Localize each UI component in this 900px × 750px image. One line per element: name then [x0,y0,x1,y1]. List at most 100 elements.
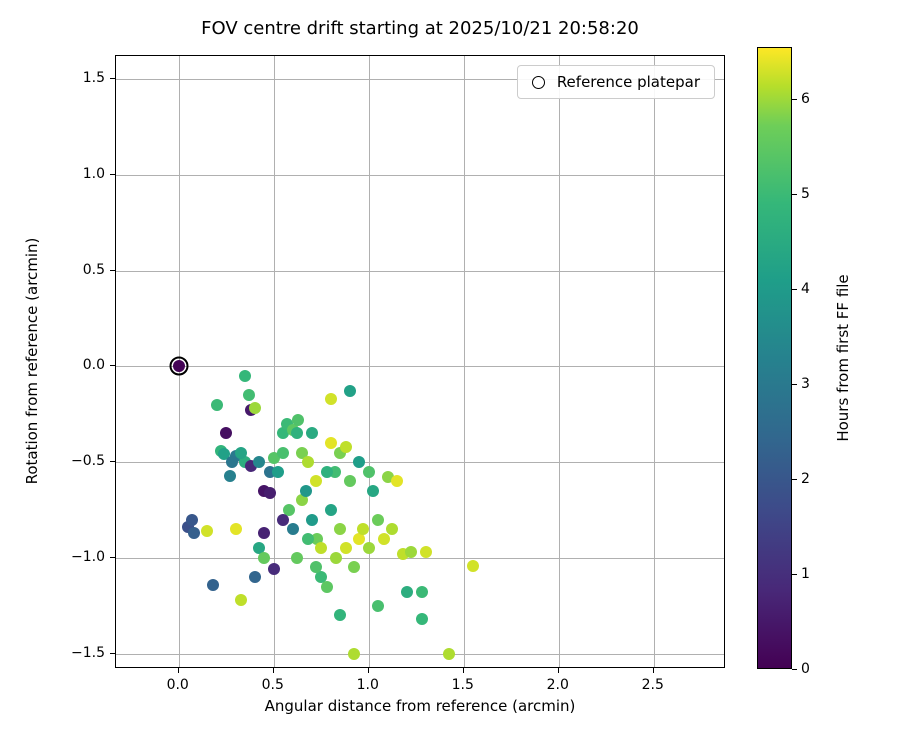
scatter-point [357,523,370,536]
scatter-point [267,563,280,576]
y-tickmark [110,556,115,558]
scatter-point [187,526,200,539]
scatter-point [235,446,248,459]
scatter-point [206,578,219,591]
scatter-point [362,542,375,555]
scatter-point [277,446,290,459]
scatter-point [311,532,324,545]
scatter-point [225,456,238,469]
y-tick-label: −0.5 [71,453,105,470]
scatter-point [315,542,328,555]
colorbar-tickmark [792,669,797,670]
legend: Reference platepar [516,65,715,99]
scatter-point [372,599,385,612]
scatter-point [339,440,352,453]
colorbar-tickmark [792,574,797,576]
scatter-point [400,586,413,599]
scatter-point [248,571,261,584]
gridline-vertical [463,56,465,667]
scatter-point [263,486,276,499]
scatter-point [296,446,309,459]
gridline-horizontal [116,653,724,655]
colorbar-tick-label: 3 [801,376,810,393]
x-tickmark [272,668,274,673]
x-tickmark [557,668,559,673]
colorbar-tickmark [792,194,797,196]
x-axis-label: Angular distance from reference (arcmin) [264,697,576,715]
y-tick-label: 0.0 [82,357,105,374]
scatter-point [419,546,432,559]
y-tickmark [110,652,115,654]
y-axis-label: Rotation from reference (arcmin) [23,237,41,485]
scatter-point [286,523,299,536]
gridline-horizontal [116,174,724,176]
colorbar-tick-label: 5 [801,186,810,203]
scatter-point [301,456,314,469]
scatter-point [252,456,265,469]
scatter-point [220,427,233,440]
colorbar-tick-label: 1 [801,566,810,583]
x-tickmark [177,668,179,673]
colorbar-tickmark [792,289,797,291]
x-tickmark [462,668,464,673]
scatter-point [305,427,318,440]
scatter-point [320,465,333,478]
scatter-point [377,532,390,545]
scatter-point [267,452,280,465]
x-tickmark [367,668,369,673]
scatter-point [309,561,322,574]
scatter-point [381,471,394,484]
reference-platepar-open-circle-icon [531,75,545,89]
x-tick-label: 2.0 [546,677,569,693]
colorbar-tick-label: 6 [801,91,810,108]
scatter-point [252,542,265,555]
scatter-point [330,551,343,564]
scatter-point [320,580,333,593]
scatter-point [248,402,261,415]
scatter-point [315,571,328,584]
scatter-point [334,609,347,622]
scatter-point [353,532,366,545]
scatter-point [415,586,428,599]
scatter-point [301,532,314,545]
scatter-point [229,523,242,536]
scatter-point [271,465,284,478]
y-tick-label: −1.0 [71,548,105,565]
x-tick-label: 2.5 [641,677,664,693]
scatter-point [210,398,223,411]
y-tick-label: −1.5 [71,644,105,661]
colorbar-label: Hours from first FF file [834,274,852,442]
legend-label: Reference platepar [556,73,700,91]
scatter-point [290,427,303,440]
y-tickmark [110,269,115,271]
scatter-point [258,551,271,564]
y-tickmark [110,77,115,79]
colorbar-tickmark [792,479,797,481]
scatter-point [277,513,290,526]
scatter-point [243,389,256,402]
scatter-point [347,647,360,660]
scatter-point [277,427,290,440]
scatter-point [324,504,337,516]
colorbar-tick-label: 0 [801,661,810,677]
gridline-vertical [368,56,370,667]
y-tick-label: 0.5 [82,261,105,278]
scatter-point [300,484,313,497]
scatter-point [415,613,428,626]
scatter-point [201,525,214,538]
scatter-point [343,475,356,488]
gridline-horizontal [116,557,724,559]
colorbar-tick-label: 4 [801,281,810,298]
y-tickmark [110,461,115,463]
y-tickmark [110,365,115,367]
x-tick-label: 1.5 [451,677,474,693]
scatter-point [258,526,271,539]
scatter-point [343,385,356,398]
gridline-horizontal [116,78,724,80]
scatter-point [186,513,198,526]
scatter-point [366,484,379,497]
x-tick-label: 1.0 [356,677,379,693]
y-tick-label: 1.0 [82,165,105,182]
reference-platepar-marker [169,356,189,376]
